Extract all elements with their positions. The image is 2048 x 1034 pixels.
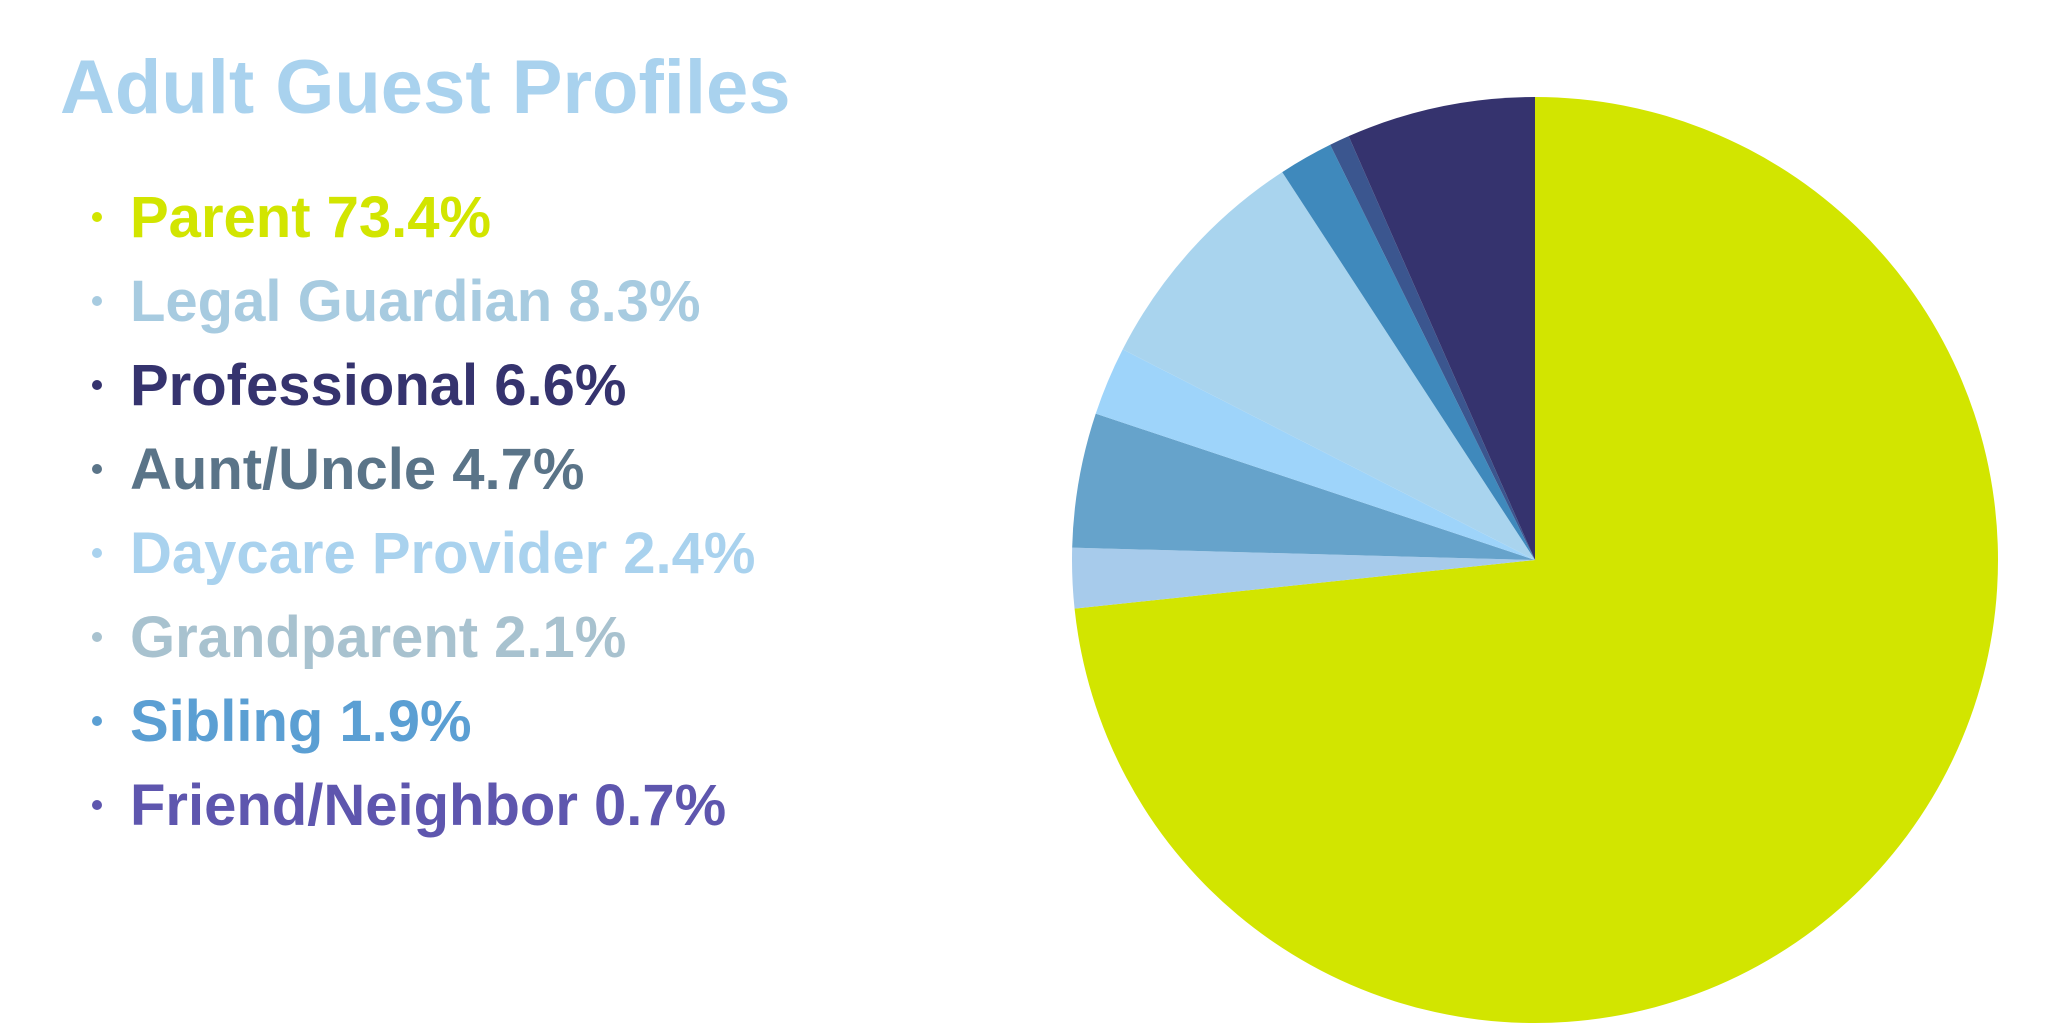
legend-item-parent: Parent 73.4% [92, 175, 755, 259]
legend-label: Aunt/Uncle 4.7% [130, 436, 585, 502]
pie-slice-parent [1074, 97, 1999, 1023]
legend-label: Legal Guardian 8.3% [130, 268, 701, 334]
bullet-icon [92, 212, 102, 222]
legend-item-professional: Professional 6.6% [92, 343, 755, 427]
legend-item-friend-neighbor: Friend/Neighbor 0.7% [92, 763, 755, 847]
pie-slice-friend-neighbor [1330, 136, 1535, 561]
pie-slice-professional [1348, 97, 1535, 560]
pie-slice-sibling [1282, 144, 1535, 560]
legend-item-daycare-provider: Daycare Provider 2.4% [92, 511, 755, 595]
legend-label: Parent 73.4% [130, 184, 492, 250]
bullet-icon [92, 548, 102, 558]
bullet-icon [92, 632, 102, 642]
bullet-icon [92, 800, 102, 810]
bullet-icon [92, 296, 102, 306]
pie-slice-legal-guardian [1122, 172, 1535, 560]
legend-item-legal-guardian: Legal Guardian 8.3% [92, 259, 755, 343]
legend-item-grandparent: Grandparent 2.1% [92, 595, 755, 679]
pie-slice-daycare-provider [1095, 349, 1535, 560]
pie-slice-aunt-uncle [1072, 413, 1535, 560]
bullet-icon [92, 380, 102, 390]
bullet-icon [92, 464, 102, 474]
bullet-icon [92, 716, 102, 726]
legend-label: Friend/Neighbor 0.7% [130, 772, 727, 838]
legend-item-sibling: Sibling 1.9% [92, 679, 755, 763]
legend-label: Daycare Provider 2.4% [130, 520, 756, 586]
legend-label: Grandparent 2.1% [130, 604, 627, 670]
pie-chart-svg [1071, 97, 1999, 1023]
chart-title: Adult Guest Profiles [60, 45, 791, 130]
pie-slice-grandparent [1071, 547, 1535, 609]
pie-chart [1070, 95, 2000, 1025]
legend-label: Professional 6.6% [130, 352, 627, 418]
legend-label: Sibling 1.9% [130, 688, 472, 754]
legend-item-aunt-uncle: Aunt/Uncle 4.7% [92, 427, 755, 511]
legend: Parent 73.4% Legal Guardian 8.3% Profess… [92, 175, 755, 847]
